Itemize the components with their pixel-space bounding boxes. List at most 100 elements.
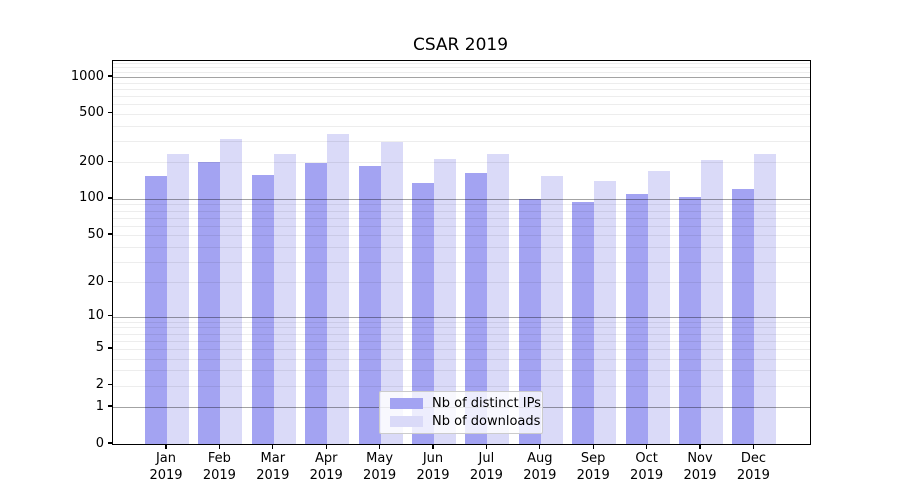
- gridline-y-30: [113, 261, 810, 263]
- y-tick-mark: [108, 280, 113, 282]
- bar-distinct-ips-jan: [145, 176, 167, 444]
- bar-downloads-nov: [701, 160, 723, 444]
- bar-downloads-mar: [273, 154, 296, 444]
- bar-distinct-ips-mar: [251, 175, 274, 444]
- plot-area: [112, 60, 811, 445]
- x-tick-label-jul: Jul 2019: [469, 451, 503, 483]
- bar-distinct-ips-nov: [679, 196, 701, 444]
- x-tick-label-feb: Feb 2019: [202, 451, 236, 483]
- x-tick-label-apr: Apr 2019: [309, 451, 343, 483]
- bar-distinct-ips-jul: [465, 172, 488, 444]
- legend: Nb of distinct IPs Nb of downloads: [379, 391, 543, 434]
- gridline-y-300: [113, 140, 810, 142]
- gridline-y-40: [113, 246, 810, 248]
- y-tick-label-0: 0: [95, 435, 104, 451]
- x-tick-mark: [272, 444, 274, 449]
- gridline-y-4: [113, 358, 810, 360]
- bar-distinct-ips-dec: [732, 189, 755, 444]
- gridline-y-700: [113, 95, 810, 97]
- gridline-y-900: [113, 82, 810, 84]
- x-tick-mark: [165, 444, 167, 449]
- y-tick-mark: [108, 75, 113, 77]
- y-tick-label-5: 5: [95, 340, 104, 356]
- x-tick-label-aug: Aug 2019: [523, 451, 557, 483]
- bar-downloads-aug: [540, 176, 563, 444]
- bar-distinct-ips-feb: [198, 162, 221, 444]
- gridline-y-60: [113, 225, 810, 227]
- gridline-y-1300: [113, 63, 810, 65]
- legend-swatch-distinct-ips-icon: [390, 398, 423, 409]
- y-tick-label-20: 20: [87, 273, 104, 289]
- y-tick-label-500: 500: [79, 105, 104, 121]
- gridline-y-800: [113, 88, 810, 90]
- gridline-y-7: [113, 333, 810, 335]
- bar-downloads-sep: [594, 181, 617, 444]
- legend-label-downloads: Nb of downloads: [432, 414, 541, 429]
- x-tick-label-jan: Jan 2019: [149, 451, 183, 483]
- x-tick-mark: [539, 444, 541, 449]
- gridline-y-8: [113, 327, 810, 329]
- x-tick-label-mar: Mar 2019: [256, 451, 290, 483]
- x-tick-mark: [645, 444, 648, 449]
- x-tick-mark: [485, 444, 488, 449]
- y-tick-mark: [108, 112, 113, 114]
- y-tick-mark: [108, 347, 113, 349]
- x-tick-mark: [325, 444, 327, 449]
- y-tick-mark: [108, 233, 113, 235]
- x-tick-mark: [592, 444, 594, 449]
- x-tick-label-oct: Oct 2019: [630, 451, 664, 483]
- bar-downloads-may: [380, 142, 403, 444]
- y-tick-label-200: 200: [79, 153, 104, 169]
- bar-distinct-ips-aug: [518, 198, 541, 444]
- y-tick-mark: [108, 160, 113, 162]
- gridline-y-200: [113, 162, 810, 164]
- y-tick-label-100: 100: [79, 190, 104, 206]
- gridline-y-1100: [113, 71, 810, 73]
- bar-downloads-oct: [647, 170, 670, 444]
- bar-distinct-ips-oct: [625, 193, 648, 444]
- y-tick-mark: [108, 314, 113, 317]
- gridline-y-100: [113, 198, 810, 200]
- y-tick-label-1000: 1000: [70, 68, 104, 84]
- x-tick-mark: [752, 444, 755, 449]
- y-tick-label-50: 50: [87, 226, 104, 242]
- x-tick-mark: [218, 444, 221, 449]
- x-tick-label-nov: Nov 2019: [683, 451, 717, 483]
- gridline-y-5: [113, 348, 810, 350]
- legend-item-distinct-ips: Nb of distinct IPs: [390, 396, 542, 411]
- bar-distinct-ips-may: [358, 165, 381, 444]
- bar-downloads-dec: [754, 154, 777, 444]
- y-tick-mark: [108, 197, 113, 199]
- gridline-y-500: [113, 113, 810, 115]
- gridline-y-400: [113, 125, 810, 127]
- x-tick-mark: [699, 444, 701, 449]
- y-tick-label-1: 1: [95, 398, 104, 414]
- gridline-y-3: [113, 370, 810, 372]
- gridline-y-50: [113, 235, 810, 237]
- bar-downloads-apr: [327, 133, 350, 444]
- bar-downloads-jul: [487, 153, 510, 444]
- x-tick-mark: [378, 444, 381, 449]
- bar-downloads-feb: [220, 139, 243, 444]
- gridline-y-2: [113, 385, 810, 387]
- x-tick-mark: [432, 444, 434, 449]
- gridline-y-1000: [113, 77, 810, 78]
- gridline-y-80: [113, 210, 810, 212]
- gridline-y-9: [113, 321, 810, 323]
- gridline-y-10: [113, 316, 810, 318]
- bar-distinct-ips-jun: [412, 182, 434, 444]
- y-tick-label-2: 2: [95, 377, 104, 393]
- bar-downloads-jan: [167, 153, 189, 444]
- x-tick-label-sep: Sep 2019: [576, 451, 610, 483]
- legend-label-distinct-ips: Nb of distinct IPs: [432, 396, 541, 411]
- bar-distinct-ips-apr: [305, 162, 328, 444]
- gridline-y-600: [113, 104, 810, 106]
- x-tick-label-may: May 2019: [363, 451, 397, 483]
- gridline-y-1200: [113, 67, 810, 69]
- gridline-y-6: [113, 340, 810, 342]
- legend-swatch-downloads-icon: [390, 416, 423, 427]
- y-tick-label-10: 10: [87, 308, 104, 324]
- gridline-y-70: [113, 217, 810, 219]
- gridline-y-20: [113, 282, 810, 284]
